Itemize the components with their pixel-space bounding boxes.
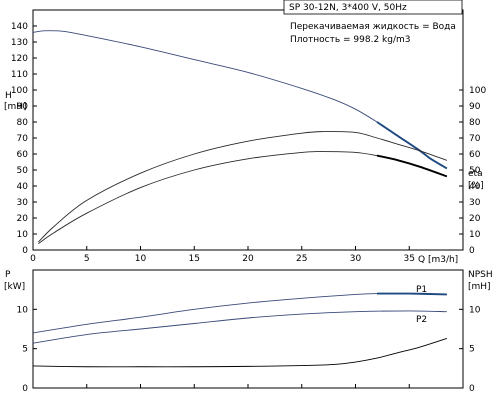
head-y2-tick-label: 20	[469, 214, 481, 224]
x-tick-label: 30	[350, 254, 362, 264]
fluid-note: Перекачиваемая жидкость = Вода	[290, 22, 456, 32]
x-tick-label: 15	[189, 254, 200, 264]
head-efficiency-chart: 0 5 10 15 20 25 30 3501020304050607080901001101…	[4, 0, 486, 265]
head-y-tick-label: 80	[17, 118, 29, 128]
flow-axis-label: Q [m3/h]	[418, 255, 458, 265]
power-y-tick-label: 10	[17, 305, 29, 315]
head-y2-tick-label: 70	[469, 134, 481, 144]
x-tick-label: 25	[296, 254, 307, 264]
head-y-tick-label: 50	[17, 166, 29, 176]
x-tick-label: 20	[242, 254, 254, 264]
head-y-tick-label: 30	[17, 198, 29, 208]
head-y-tick-label: 140	[11, 22, 28, 32]
head-y2-tick-label: 80	[469, 118, 481, 128]
power-y2-tick-label: 10	[469, 305, 481, 315]
power-axis-label: P	[5, 270, 11, 280]
head-y-tick-label: 130	[11, 38, 28, 48]
head-axis-label: H	[5, 91, 12, 101]
head-plot-frame	[32, 9, 464, 251]
power-axis-unit: [kW]	[4, 282, 25, 292]
head-y2-tick-label: 100	[469, 86, 486, 96]
head-y-tick-label: 70	[17, 134, 29, 144]
power-axes-layer: 0 5 10 0 5 10	[17, 305, 481, 394]
head-y2-tick-label: 60	[469, 150, 481, 160]
power-series-0-line	[32, 293, 447, 334]
head-series-layer	[32, 30, 448, 244]
npsh-axis-unit: [mH]	[468, 282, 491, 292]
head-y2-tick-label: 0	[469, 246, 475, 256]
power-plot-frame	[32, 269, 464, 389]
p2-series-label: P2	[416, 315, 427, 325]
head-y-tick-label: 0	[22, 246, 28, 256]
head-series-2-line	[38, 151, 448, 244]
power-series-0-operating-range	[376, 292, 447, 296]
eta-axis-unit: [%]	[468, 181, 484, 191]
head-y-tick-label: 20	[17, 214, 29, 224]
head-series-2-operating-range	[376, 154, 448, 178]
head-y2-tick-label: 10	[469, 230, 481, 240]
head-axis-unit: [mH]	[4, 102, 27, 112]
x-tick-label: 5	[84, 254, 90, 264]
power-y-tick-label: 0	[22, 384, 28, 394]
power-npsh-chart: 0 5 10 0 5 10 P [kW] NPSH [mH] P1 P2	[4, 269, 493, 394]
power-y-tick-label: 5	[22, 345, 28, 355]
head-y-tick-label: 120	[11, 54, 28, 64]
head-y-tick-label: 90	[17, 102, 29, 112]
head-y-tick-label: 110	[11, 70, 28, 80]
density-note: Плотность = 998.2 kg/m3	[290, 35, 411, 45]
head-series-1-line	[38, 131, 448, 243]
head-y2-tick-label: 30	[469, 198, 481, 208]
x-tick-label: 10	[135, 254, 147, 264]
power-series-2-line	[32, 338, 448, 368]
head-series-0-line	[32, 30, 448, 169]
head-y-tick-label: 40	[17, 182, 29, 192]
x-tick-label: 0	[30, 254, 36, 264]
title-box	[283, 0, 463, 15]
x-tick-label: 35	[404, 254, 415, 264]
eta-axis-label: eta	[468, 169, 483, 179]
head-y-tick-label: 10	[17, 230, 29, 240]
head-y2-tick-label: 50	[469, 166, 481, 176]
power-y2-tick-label: 0	[469, 384, 475, 394]
head-y2-tick-label: 40	[469, 182, 481, 192]
npsh-axis-label: NPSH	[468, 270, 493, 280]
head-axes-layer: 0 5 10 15 20 25 30 3501020304050607080901001101…	[11, 22, 487, 264]
head-series-0-operating-range	[376, 121, 448, 170]
power-y2-tick-label: 5	[469, 345, 475, 355]
head-y-tick-label: 100	[11, 86, 28, 96]
chart-title: SP 30-12N, 3*400 V, 50Hz	[289, 3, 407, 13]
power-series-layer	[32, 292, 448, 368]
head-y2-tick-label: 90	[469, 102, 481, 112]
head-y-tick-label: 60	[17, 150, 29, 160]
p1-series-label: P1	[416, 285, 427, 295]
power-series-1-line	[32, 310, 447, 344]
